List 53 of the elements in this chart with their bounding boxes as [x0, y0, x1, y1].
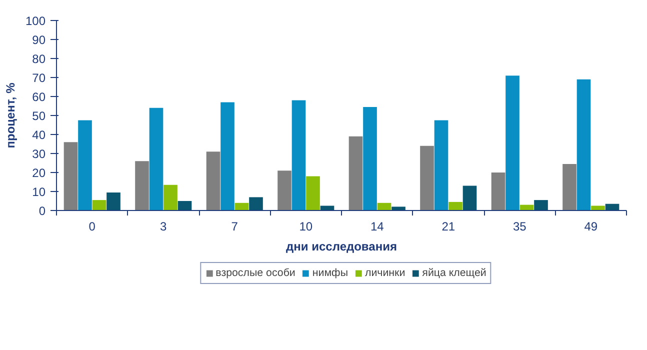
- bar: [562, 164, 576, 210]
- bar: [78, 120, 92, 210]
- bar: [506, 76, 520, 210]
- y-tick-label: 50: [32, 109, 46, 123]
- bar: [206, 152, 220, 210]
- x-tick-label: 7: [231, 220, 238, 234]
- bar: [434, 120, 448, 210]
- y-tick-label: 60: [32, 90, 46, 104]
- y-tick-label: 0: [38, 204, 46, 218]
- y-tick-label: 30: [32, 147, 46, 161]
- bar: [534, 200, 548, 210]
- x-tick-label: 10: [299, 220, 313, 234]
- legend-label: нимфы: [312, 267, 348, 279]
- bar: [220, 102, 234, 210]
- bar: [149, 108, 164, 210]
- y-axis-title: процент, %: [3, 82, 18, 148]
- x-axis-title: дни исследования: [286, 240, 397, 254]
- legend-label: яйца клещей: [422, 267, 486, 279]
- x-tick-label: 14: [370, 220, 384, 234]
- bar: [92, 200, 106, 210]
- x-tick-label: 3: [160, 220, 168, 234]
- bar: [306, 176, 320, 210]
- legend-label: личинки: [364, 267, 406, 279]
- y-tick-label: 80: [32, 52, 46, 66]
- bar: [348, 136, 363, 210]
- x-tick-label: 21: [442, 220, 456, 234]
- bar: [491, 172, 506, 210]
- bar: [178, 201, 192, 210]
- y-tick-label: 20: [32, 166, 46, 180]
- legend-label: взрослые особи: [216, 267, 296, 279]
- bar: [377, 202, 392, 210]
- x-tick-label: 35: [512, 220, 527, 234]
- x-tick-label: 0: [88, 220, 96, 234]
- bar: [576, 79, 591, 210]
- bar: [392, 206, 406, 210]
- y-tick-label: 10: [32, 185, 46, 199]
- y-tick-label: 90: [32, 33, 46, 47]
- bar: [106, 192, 120, 210]
- y-tick-label: 100: [25, 14, 46, 28]
- y-tick-label: 70: [32, 71, 46, 85]
- bar: [292, 100, 306, 210]
- bar: [448, 202, 462, 210]
- bar: [164, 184, 178, 210]
- bar: [278, 170, 292, 210]
- x-tick-label: 49: [584, 220, 598, 234]
- bar: [135, 161, 149, 210]
- bar: [64, 142, 78, 210]
- bar: [363, 106, 377, 210]
- y-tick-label: 40: [32, 128, 46, 142]
- bar: [234, 202, 249, 210]
- bar: [420, 146, 434, 210]
- bar: [249, 197, 263, 210]
- bar: [462, 186, 477, 210]
